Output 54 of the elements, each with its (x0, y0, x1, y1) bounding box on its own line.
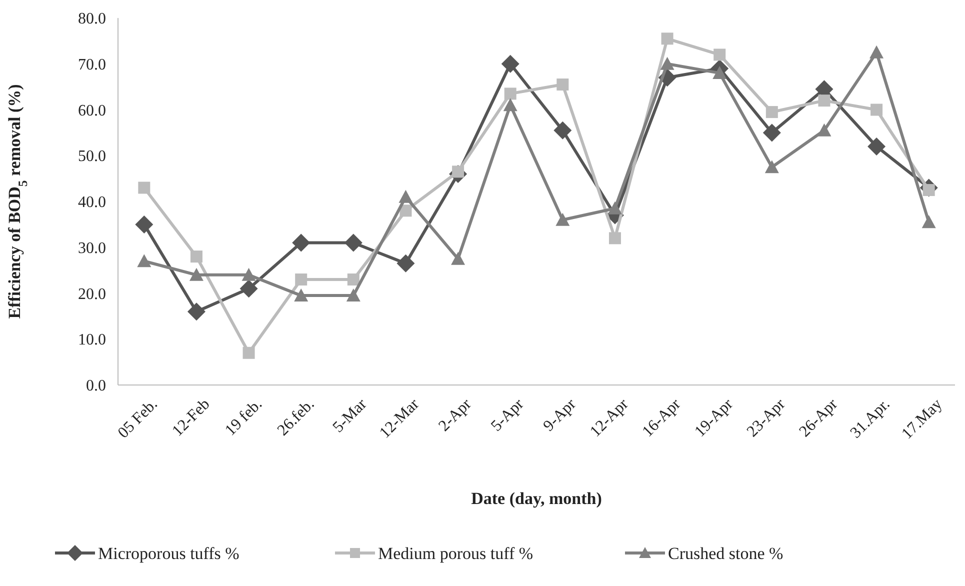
legend-label: Microporous tuffs % (98, 544, 240, 563)
point (396, 254, 415, 272)
point (661, 32, 674, 45)
point (922, 215, 936, 228)
point (292, 234, 310, 252)
point (137, 254, 152, 268)
point (501, 54, 520, 73)
point (504, 88, 516, 100)
point (187, 302, 206, 321)
y-tick-label: 70.0 (78, 56, 106, 74)
point (660, 56, 674, 70)
point (556, 212, 570, 226)
point (764, 160, 779, 174)
legend-label: Medium porous tuff % (378, 544, 534, 563)
point (712, 66, 727, 80)
point (554, 121, 572, 140)
point (344, 234, 362, 252)
y-tick-label: 0.0 (86, 378, 106, 395)
point (870, 45, 884, 58)
x-tick-label: 05 Feb. (114, 396, 161, 442)
point (347, 273, 360, 286)
point (608, 232, 621, 244)
point (189, 268, 204, 281)
legend-label: Crushed stone % (668, 544, 784, 563)
point (240, 280, 258, 298)
x-axis-title: Date (day, month) (471, 489, 602, 508)
point (242, 268, 256, 281)
point (714, 48, 726, 61)
y-tick-label: 30.0 (78, 240, 106, 257)
point (138, 182, 150, 194)
point (503, 98, 518, 112)
point (190, 250, 202, 263)
point (294, 288, 308, 302)
point (346, 288, 360, 302)
point (608, 201, 622, 214)
point (868, 137, 886, 156)
y-tick-label: 60.0 (78, 102, 106, 120)
point (242, 346, 255, 359)
y-tick-label: 50.0 (78, 148, 106, 166)
y-tick-label: 20.0 (78, 286, 106, 303)
y-tick-label: 10.0 (78, 332, 106, 349)
y-tick-label: 80.0 (78, 10, 106, 28)
point (817, 123, 832, 136)
x-tick-label: 19 feb. (222, 396, 266, 440)
point (818, 94, 830, 107)
point (451, 252, 466, 265)
point (556, 78, 569, 91)
point (766, 106, 778, 118)
point (870, 104, 883, 116)
point (398, 190, 413, 203)
point (295, 273, 308, 286)
point (135, 215, 154, 234)
y-tick-label: 40.0 (78, 194, 106, 212)
point (762, 124, 781, 142)
